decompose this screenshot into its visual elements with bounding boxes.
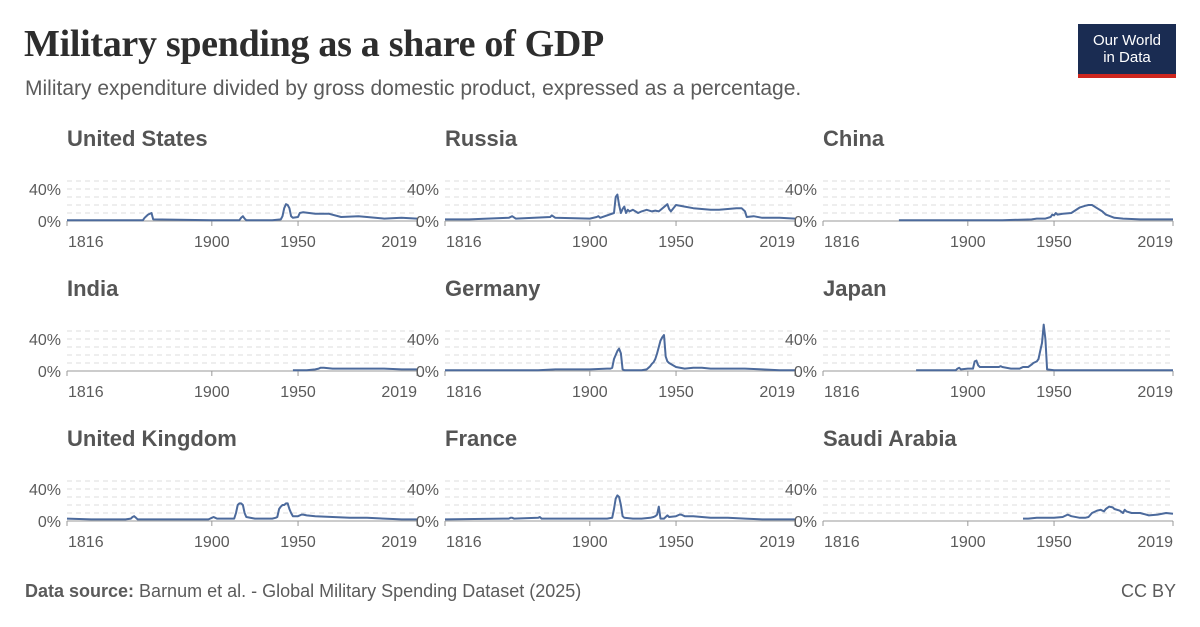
y-tick-label: 0% bbox=[794, 514, 817, 531]
logo-line-2: in Data bbox=[1103, 49, 1151, 66]
x-tick-label: 1900 bbox=[950, 384, 986, 401]
chart-subtitle: Military expenditure divided by gross do… bbox=[25, 77, 802, 100]
panel-title-japan: Japan bbox=[823, 276, 887, 301]
x-tick-label: 1816 bbox=[446, 234, 482, 251]
owid-logo[interactable]: Our World in Data bbox=[1078, 24, 1176, 78]
license-link[interactable]: CC BY bbox=[1120, 581, 1176, 601]
series-line-russia bbox=[445, 193, 796, 221]
y-tick-label: 40% bbox=[407, 182, 439, 199]
x-tick-label: 1816 bbox=[824, 384, 860, 401]
panel-title-france: France bbox=[445, 426, 517, 451]
x-tick-label: 2019 bbox=[1137, 534, 1173, 551]
series-line-united-kingdom bbox=[66, 502, 417, 521]
x-tick-label: 2019 bbox=[759, 534, 795, 551]
x-tick-label: 1950 bbox=[280, 234, 316, 251]
x-tick-label: 1816 bbox=[824, 534, 860, 551]
x-tick-label: 1816 bbox=[68, 384, 104, 401]
x-tick-label: 1900 bbox=[194, 534, 230, 551]
y-tick-label: 0% bbox=[416, 514, 439, 531]
x-tick-label: 1816 bbox=[68, 234, 104, 251]
x-tick-label: 1950 bbox=[1036, 234, 1072, 251]
x-tick-label: 1950 bbox=[658, 234, 694, 251]
logo-line-1: Our World bbox=[1092, 32, 1162, 49]
x-tick-label: 1900 bbox=[194, 384, 230, 401]
series-line-france bbox=[444, 494, 795, 521]
x-tick-label: 2019 bbox=[759, 384, 795, 401]
x-tick-label: 1816 bbox=[68, 534, 104, 551]
y-tick-label: 0% bbox=[38, 214, 61, 231]
panel-title-saudi-arabia: Saudi Arabia bbox=[823, 426, 957, 451]
panel-japan: Japan 1816 1900 1950 2019 0% 40% bbox=[785, 276, 1174, 401]
owid-logo-text: Our World in Data bbox=[1093, 32, 1161, 66]
x-tick-label: 1950 bbox=[280, 384, 316, 401]
x-tick-label: 1900 bbox=[572, 534, 608, 551]
x-tick-label: 2019 bbox=[1137, 234, 1173, 251]
chart-title: Military spending as a share of GDP bbox=[24, 23, 604, 65]
x-tick-label: 1950 bbox=[1036, 534, 1072, 551]
series-line-germany bbox=[445, 334, 795, 372]
series-line-saudi-arabia bbox=[1023, 505, 1174, 520]
panel-china: China 1816 1900 1950 2019 0% 40% bbox=[785, 126, 1174, 251]
panel-france: France 1816 1900 1950 2019 0% 40% bbox=[407, 426, 796, 551]
panel-title-russia: Russia bbox=[445, 126, 518, 151]
x-tick-label: 2019 bbox=[381, 534, 417, 551]
y-tick-label: 0% bbox=[794, 214, 817, 231]
y-tick-label: 0% bbox=[38, 364, 61, 381]
panel-title-united-kingdom: United Kingdom bbox=[67, 426, 237, 451]
series-line-india bbox=[292, 366, 417, 372]
y-tick-label: 40% bbox=[785, 482, 817, 499]
y-tick-label: 40% bbox=[785, 332, 817, 349]
y-tick-label: 40% bbox=[407, 332, 439, 349]
y-tick-label: 40% bbox=[29, 182, 61, 199]
panel-title-germany: Germany bbox=[445, 276, 541, 301]
x-tick-label: 1900 bbox=[950, 234, 986, 251]
data-source-label: Data source: bbox=[25, 581, 135, 601]
panel-title-china: China bbox=[823, 126, 885, 151]
panel-germany: Germany 1816 1900 1950 2019 0% 40% bbox=[407, 276, 796, 401]
x-tick-label: 2019 bbox=[1137, 384, 1173, 401]
data-source: Data source: Barnum et al. - Global Mili… bbox=[25, 581, 581, 602]
y-tick-label: 0% bbox=[794, 364, 817, 381]
x-tick-label: 1950 bbox=[1036, 384, 1072, 401]
x-tick-label: 1900 bbox=[950, 534, 986, 551]
panel-united-kingdom: United Kingdom 1816 1900 1950 2019 0% 40% bbox=[29, 426, 418, 551]
panel-title-united-states: United States bbox=[67, 126, 208, 151]
panel-india: India 1816 1900 1950 2019 0% 40% bbox=[29, 276, 418, 401]
x-tick-label: 2019 bbox=[381, 234, 417, 251]
x-tick-label: 2019 bbox=[759, 234, 795, 251]
x-tick-label: 1900 bbox=[572, 234, 608, 251]
y-tick-label: 40% bbox=[29, 332, 61, 349]
x-tick-label: 1950 bbox=[658, 384, 694, 401]
panel-united-states: United States 1816 1900 1950 2019 0% 40% bbox=[29, 126, 418, 251]
x-tick-label: 1950 bbox=[280, 534, 316, 551]
x-tick-label: 1816 bbox=[824, 234, 860, 251]
series-line-china bbox=[898, 204, 1173, 222]
x-tick-label: 1816 bbox=[446, 384, 482, 401]
x-tick-label: 1816 bbox=[446, 534, 482, 551]
x-tick-label: 2019 bbox=[381, 384, 417, 401]
y-tick-label: 40% bbox=[407, 482, 439, 499]
y-tick-label: 0% bbox=[38, 514, 61, 531]
panel-title-india: India bbox=[67, 276, 119, 301]
x-tick-label: 1950 bbox=[658, 534, 694, 551]
y-tick-label: 40% bbox=[29, 482, 61, 499]
series-line-united-states bbox=[67, 203, 418, 222]
y-tick-label: 0% bbox=[416, 214, 439, 231]
x-tick-label: 1900 bbox=[572, 384, 608, 401]
panel-russia: Russia 1816 1900 1950 2019 0% 40% bbox=[407, 126, 796, 251]
data-source-text: Barnum et al. - Global Military Spending… bbox=[134, 581, 582, 601]
y-tick-label: 0% bbox=[416, 364, 439, 381]
y-tick-label: 40% bbox=[785, 182, 817, 199]
series-line-japan bbox=[916, 323, 1173, 372]
panel-saudi-arabia: Saudi Arabia 1816 1900 1950 2019 0% 40% bbox=[785, 426, 1174, 551]
x-tick-label: 1900 bbox=[194, 234, 230, 251]
